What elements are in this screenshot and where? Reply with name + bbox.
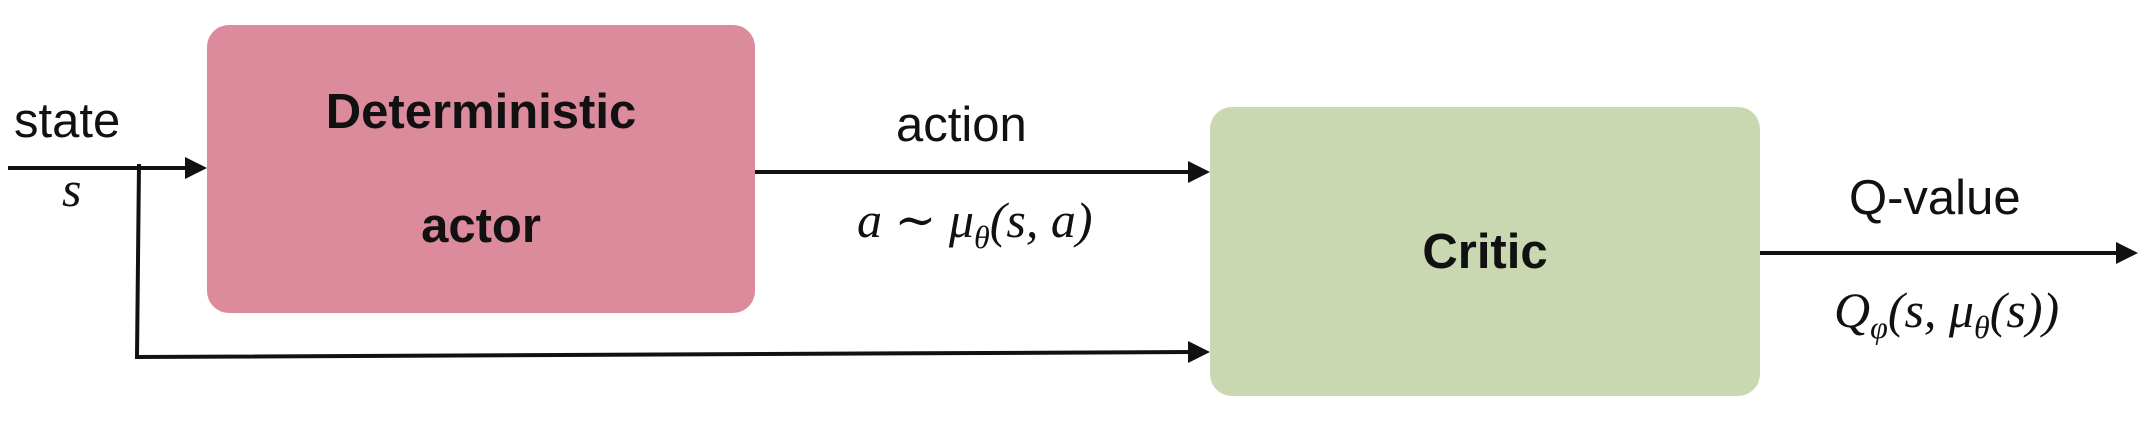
state-label: state [14,94,121,148]
state-bypass-arrowhead [1188,341,1210,363]
action-arrowhead [1188,161,1210,183]
critic-label: Critic [1422,224,1548,279]
state-input-arrowhead [185,157,207,179]
q-value-label: Q-value [1849,171,2021,225]
action-label: action [896,98,1027,152]
actor-label-line1: Deterministic [325,85,637,139]
q-value-arrowhead [2116,242,2138,264]
state-symbol: s [62,161,82,217]
state-bypass-line [134,163,1191,360]
actor-box: Deterministic actor [207,25,755,313]
actor-label-line2: actor [421,199,541,253]
q-value-formula: Qφ(s, μθ(s)) [1834,282,2060,345]
action-formula: a ∼ μθ(s, a) [857,192,1093,255]
critic-box: Critic [1210,107,1760,396]
